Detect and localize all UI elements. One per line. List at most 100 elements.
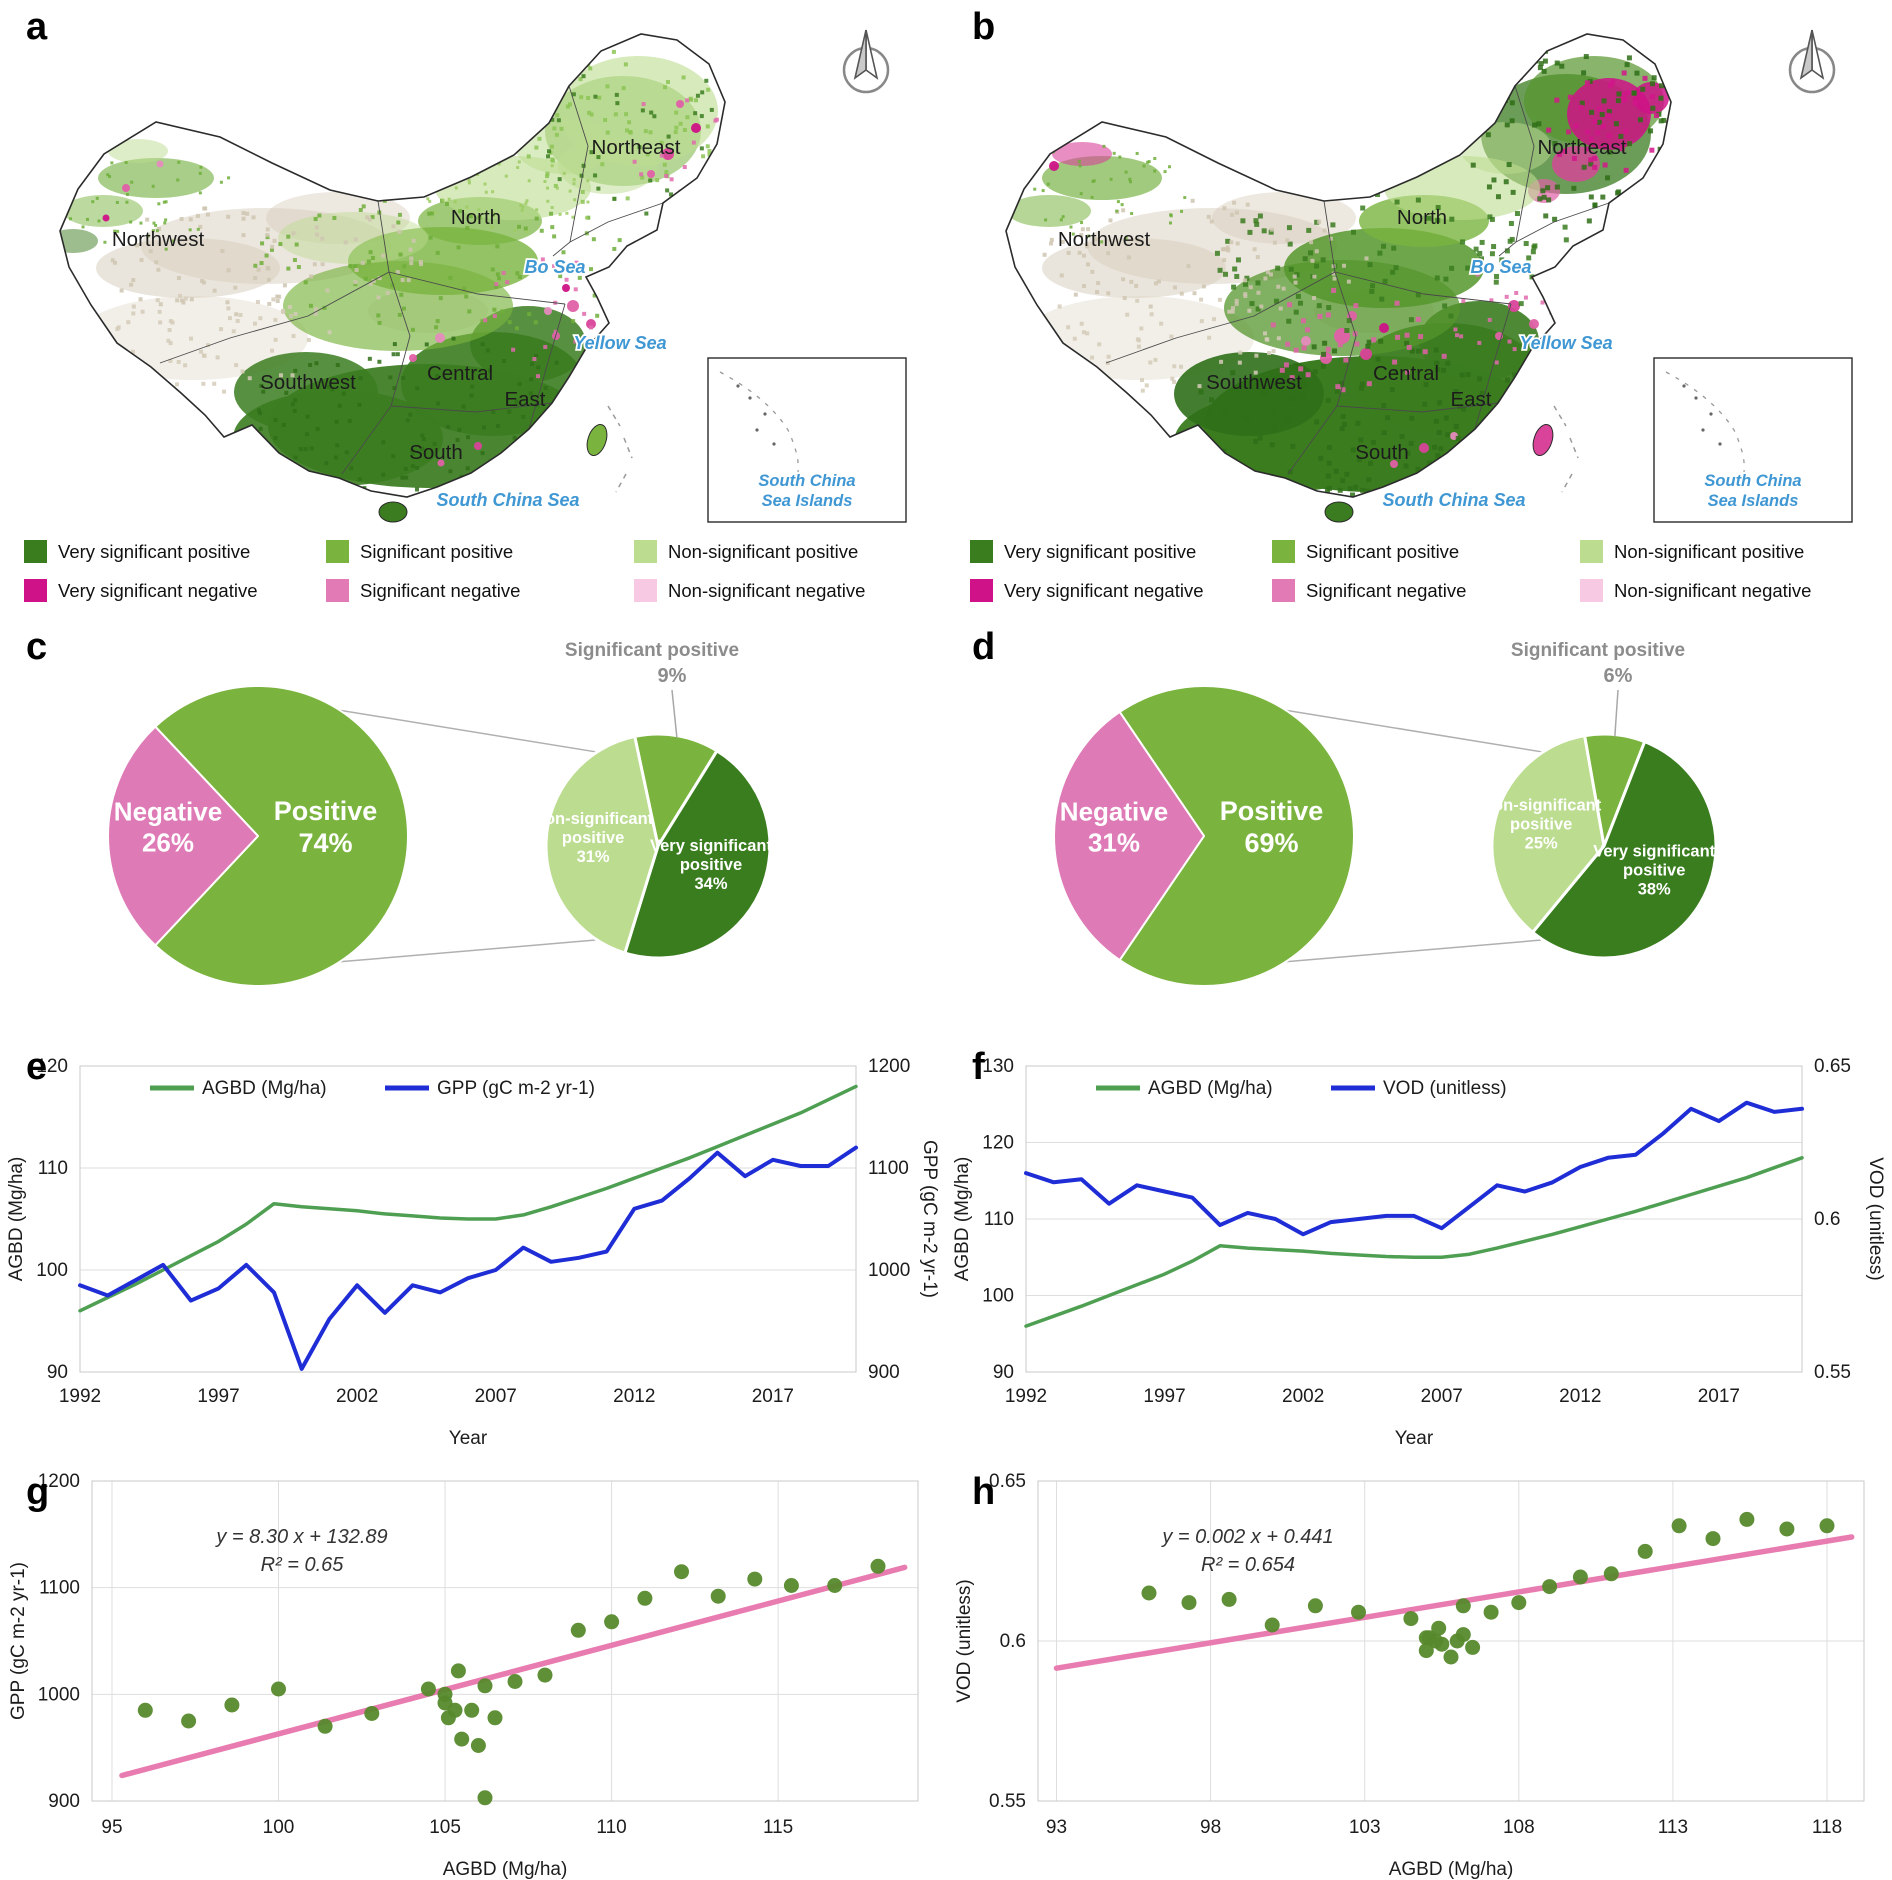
panel-c: c Negative 26% Positive 74% Very significant… — [0, 620, 946, 1040]
legend-item: Very significant positive — [970, 540, 1272, 563]
plot-frame — [1025, 1065, 1803, 1373]
x-axis-title: AGBD (Mg/ha) — [443, 1859, 568, 1880]
x-axis-title: AGBD (Mg/ha) — [1389, 1859, 1514, 1880]
legend-swatch — [634, 540, 657, 563]
scatter-point — [507, 1674, 523, 1689]
y-axis-title: GPP (gC m-2 yr-1) — [8, 1562, 29, 1720]
region-border — [1287, 271, 1357, 475]
pie-label-very-significant: Very significant positive 38% — [1593, 843, 1715, 899]
pie-slice-breakdown — [544, 734, 660, 955]
north-arrow-icon — [1788, 29, 1836, 94]
trend-line — [119, 1564, 908, 1779]
legend-item: Non-significant negative — [634, 579, 932, 602]
scatter-point — [604, 1614, 620, 1630]
region-border — [388, 271, 566, 305]
regression-r2: R² = 0.65 — [261, 1554, 345, 1576]
left-tick-label: 100 — [982, 1286, 1014, 1307]
map-raster — [1007, 48, 1671, 497]
legend-item: Non-significant positive — [1580, 540, 1878, 563]
region-label-northeast: Northeast — [592, 136, 681, 159]
pie-slice-negative — [107, 725, 259, 947]
scatter-point — [1264, 1617, 1280, 1633]
x-tick-label: 115 — [763, 1817, 793, 1838]
scatter-point — [454, 1731, 470, 1747]
panel-e: e 90 100 110 120 900 1000 1100 1200 1992 1997 2002… — [0, 1040, 946, 1465]
x-tick-label: 98 — [1200, 1817, 1221, 1838]
scatter-point — [1307, 1598, 1323, 1614]
x-tick-label: 95 — [101, 1817, 122, 1838]
scatter-point — [440, 1710, 456, 1726]
pie-callout-label: Significant positive — [565, 640, 739, 661]
region-label-south: South — [409, 441, 463, 464]
pie-label-positive: Positive 74% — [274, 796, 378, 858]
scatter-point — [1465, 1639, 1481, 1655]
regression-r2: R² = 0.654 — [1201, 1554, 1295, 1576]
pie-chart-d: Negative 31% Positive 69% Very significant po… — [1053, 640, 1718, 987]
region-label-northeast: Northeast — [1538, 136, 1627, 159]
pie-slice-breakdown — [1531, 740, 1718, 960]
y-tick-label: 900 — [48, 1791, 80, 1812]
legend-item: Very significant negative — [970, 579, 1272, 602]
x-axis-title: Year — [1395, 1428, 1434, 1449]
region-border — [568, 85, 589, 243]
region-border — [1474, 303, 1512, 430]
plot-frame — [91, 1480, 919, 1802]
scatter-point — [1739, 1511, 1755, 1527]
legend-series-label: GPP (gC m-2 yr-1) — [437, 1078, 595, 1099]
sea-label-inset-1: South China — [758, 472, 855, 490]
right-tick-label: 0.65 — [1814, 1056, 1851, 1077]
right-tick-label: 1000 — [868, 1260, 910, 1281]
legend-label: Significant positive — [1306, 541, 1460, 562]
legend-item: Significant positive — [326, 540, 634, 563]
scatter-point — [1483, 1604, 1499, 1620]
scatter-point — [1671, 1518, 1687, 1534]
scatter-point — [477, 1678, 493, 1694]
region-border — [1514, 85, 1535, 243]
scatter-point — [1443, 1649, 1459, 1665]
region-border — [528, 303, 566, 430]
scatter-point — [487, 1710, 503, 1726]
pie-label-non-significant: Non-significant positive 25% — [1481, 796, 1602, 852]
line-series-secondary — [1024, 1100, 1804, 1237]
legend-swatch — [1580, 579, 1603, 602]
region-label-east: East — [504, 388, 545, 411]
y-axis-title: VOD (unitless) — [954, 1579, 975, 1703]
left-axis-title: AGBD (Mg/ha) — [952, 1157, 973, 1282]
pie-label-very-significant: Very significant positive 34% — [650, 837, 772, 893]
x-tick-label: 2017 — [752, 1386, 794, 1407]
map-a-svg: South China Sea Islands Northwest North Nort… — [59, 29, 907, 523]
region-border — [552, 202, 664, 257]
scatter-point — [1603, 1566, 1619, 1582]
line-series-agbd — [1024, 1156, 1804, 1328]
south-china-sea-inset: South China Sea Islands — [1653, 357, 1853, 523]
x-tick-label: 118 — [1812, 1817, 1842, 1838]
region-border — [390, 402, 553, 413]
right-tick-label: 1100 — [868, 1158, 909, 1179]
panel-letter-a: a — [26, 6, 48, 48]
x-tick-label: 2007 — [475, 1386, 517, 1407]
scatter-chart-g: 900 1000 1100 1200 95 100 105 110 115 y = 8.30 x … — [8, 1471, 919, 1880]
x-tick-label: 2002 — [1282, 1386, 1324, 1407]
scatter-point — [1511, 1595, 1527, 1611]
y-tick-label: 1100 — [39, 1578, 80, 1599]
pie-chart-c: Negative 26% Positive 74% Very significant po… — [107, 640, 772, 987]
sea-label-inset-1: South China — [1704, 472, 1801, 490]
pie-slice-breakdown — [623, 749, 772, 960]
panel-letter-c: c — [26, 626, 48, 668]
pie-label-negative: Negative 31% — [1060, 797, 1168, 858]
sea-label-south_china: South China Sea — [436, 490, 579, 510]
legend-swatch — [24, 540, 47, 563]
plot-frame — [79, 1065, 857, 1373]
line-series-agbd — [78, 1084, 858, 1313]
legend-label: Non-significant negative — [668, 580, 866, 601]
scatter-point — [317, 1718, 333, 1734]
dash-line — [1553, 405, 1579, 493]
x-tick-label: 110 — [596, 1817, 626, 1838]
left-tick-label: 110 — [984, 1209, 1014, 1230]
x-axis-title: Year — [449, 1428, 488, 1449]
pie-label-non-significant: Non-significant positive 31% — [533, 810, 654, 866]
region-label-southwest: Southwest — [1206, 371, 1302, 394]
plot-frame — [1037, 1480, 1865, 1802]
scatter-point — [783, 1578, 799, 1593]
region-label-northwest: Northwest — [112, 228, 205, 251]
